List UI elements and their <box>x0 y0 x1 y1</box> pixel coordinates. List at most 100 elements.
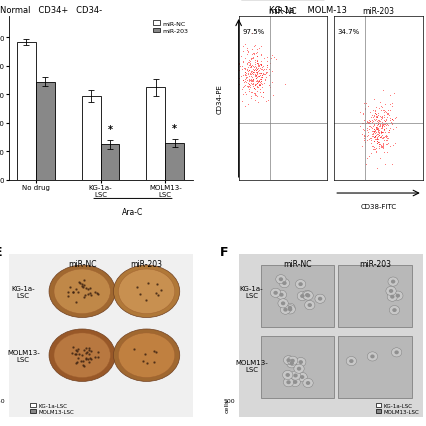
Point <box>244 81 251 88</box>
Point <box>356 123 363 130</box>
Point <box>377 116 383 123</box>
Point <box>253 58 260 65</box>
Point <box>255 70 262 77</box>
Point <box>256 70 262 77</box>
Point <box>258 74 265 81</box>
Point <box>256 83 263 89</box>
Point <box>74 346 81 353</box>
Point <box>239 77 246 84</box>
Point <box>253 69 259 76</box>
Point <box>245 67 252 74</box>
Point <box>371 113 378 120</box>
Point <box>374 127 380 134</box>
Point <box>243 51 250 58</box>
Point <box>247 95 254 102</box>
Point <box>366 118 373 125</box>
Point <box>256 83 262 89</box>
Circle shape <box>391 308 396 312</box>
Point <box>368 131 374 138</box>
Point <box>251 61 258 68</box>
Circle shape <box>366 352 377 361</box>
Point <box>252 51 259 58</box>
Point <box>392 115 399 121</box>
Point <box>365 154 371 161</box>
Point <box>374 139 381 146</box>
Point <box>373 165 380 172</box>
Point <box>239 77 246 84</box>
Point <box>247 63 253 70</box>
Point <box>383 112 390 118</box>
Point <box>241 82 248 89</box>
Point <box>377 115 384 121</box>
Ellipse shape <box>118 333 174 377</box>
Point <box>258 64 265 71</box>
Point <box>254 74 261 81</box>
Ellipse shape <box>54 333 110 377</box>
Point <box>372 113 379 120</box>
Point <box>370 121 377 128</box>
Circle shape <box>278 278 282 282</box>
Point <box>382 132 389 139</box>
Point <box>247 77 253 84</box>
Point <box>254 84 261 91</box>
Point <box>246 71 253 78</box>
Point <box>372 135 379 141</box>
Point <box>255 67 262 74</box>
Point <box>248 69 255 75</box>
Legend: KG-1a-LSC, MOLM13-LSC: KG-1a-LSC, MOLM13-LSC <box>374 403 419 414</box>
Point <box>248 31 255 37</box>
Point <box>266 61 273 68</box>
Point <box>268 53 275 60</box>
Point <box>369 138 376 145</box>
Point <box>256 70 263 77</box>
Point <box>374 144 381 150</box>
Point <box>244 101 251 108</box>
Point <box>235 68 242 75</box>
Point <box>245 78 251 85</box>
Circle shape <box>280 305 290 314</box>
Circle shape <box>292 380 296 384</box>
Point <box>76 351 83 357</box>
Point <box>239 43 246 50</box>
Point <box>374 126 381 132</box>
Point <box>246 82 253 89</box>
Point <box>75 279 82 285</box>
Point <box>240 66 247 72</box>
Point <box>246 63 253 69</box>
Circle shape <box>282 282 286 285</box>
Point <box>247 69 253 76</box>
Point <box>253 57 260 64</box>
Point <box>254 79 261 86</box>
Point <box>250 78 256 85</box>
Point <box>379 141 386 148</box>
Point <box>244 70 251 77</box>
Point <box>253 60 259 67</box>
Point <box>369 127 376 133</box>
Point <box>381 134 388 141</box>
Point <box>258 72 265 79</box>
Point <box>255 46 262 53</box>
Text: MOLM13-
LSC: MOLM13- LSC <box>7 349 40 362</box>
Point <box>371 133 378 140</box>
Point <box>262 69 269 76</box>
Point <box>265 85 272 92</box>
Point <box>362 161 369 168</box>
Point <box>378 124 385 131</box>
Point <box>365 121 371 127</box>
Point <box>259 71 265 78</box>
Point <box>253 71 260 78</box>
Point <box>376 103 383 110</box>
Point <box>239 84 246 91</box>
Point <box>144 280 151 287</box>
Point <box>379 117 386 124</box>
Circle shape <box>391 348 401 357</box>
Point <box>94 349 101 356</box>
Point <box>239 58 246 65</box>
Point <box>383 111 390 118</box>
Point <box>383 133 390 140</box>
Point <box>243 77 250 84</box>
Point <box>83 356 89 363</box>
Point <box>249 66 256 73</box>
Point <box>386 120 393 127</box>
Point <box>365 120 371 127</box>
